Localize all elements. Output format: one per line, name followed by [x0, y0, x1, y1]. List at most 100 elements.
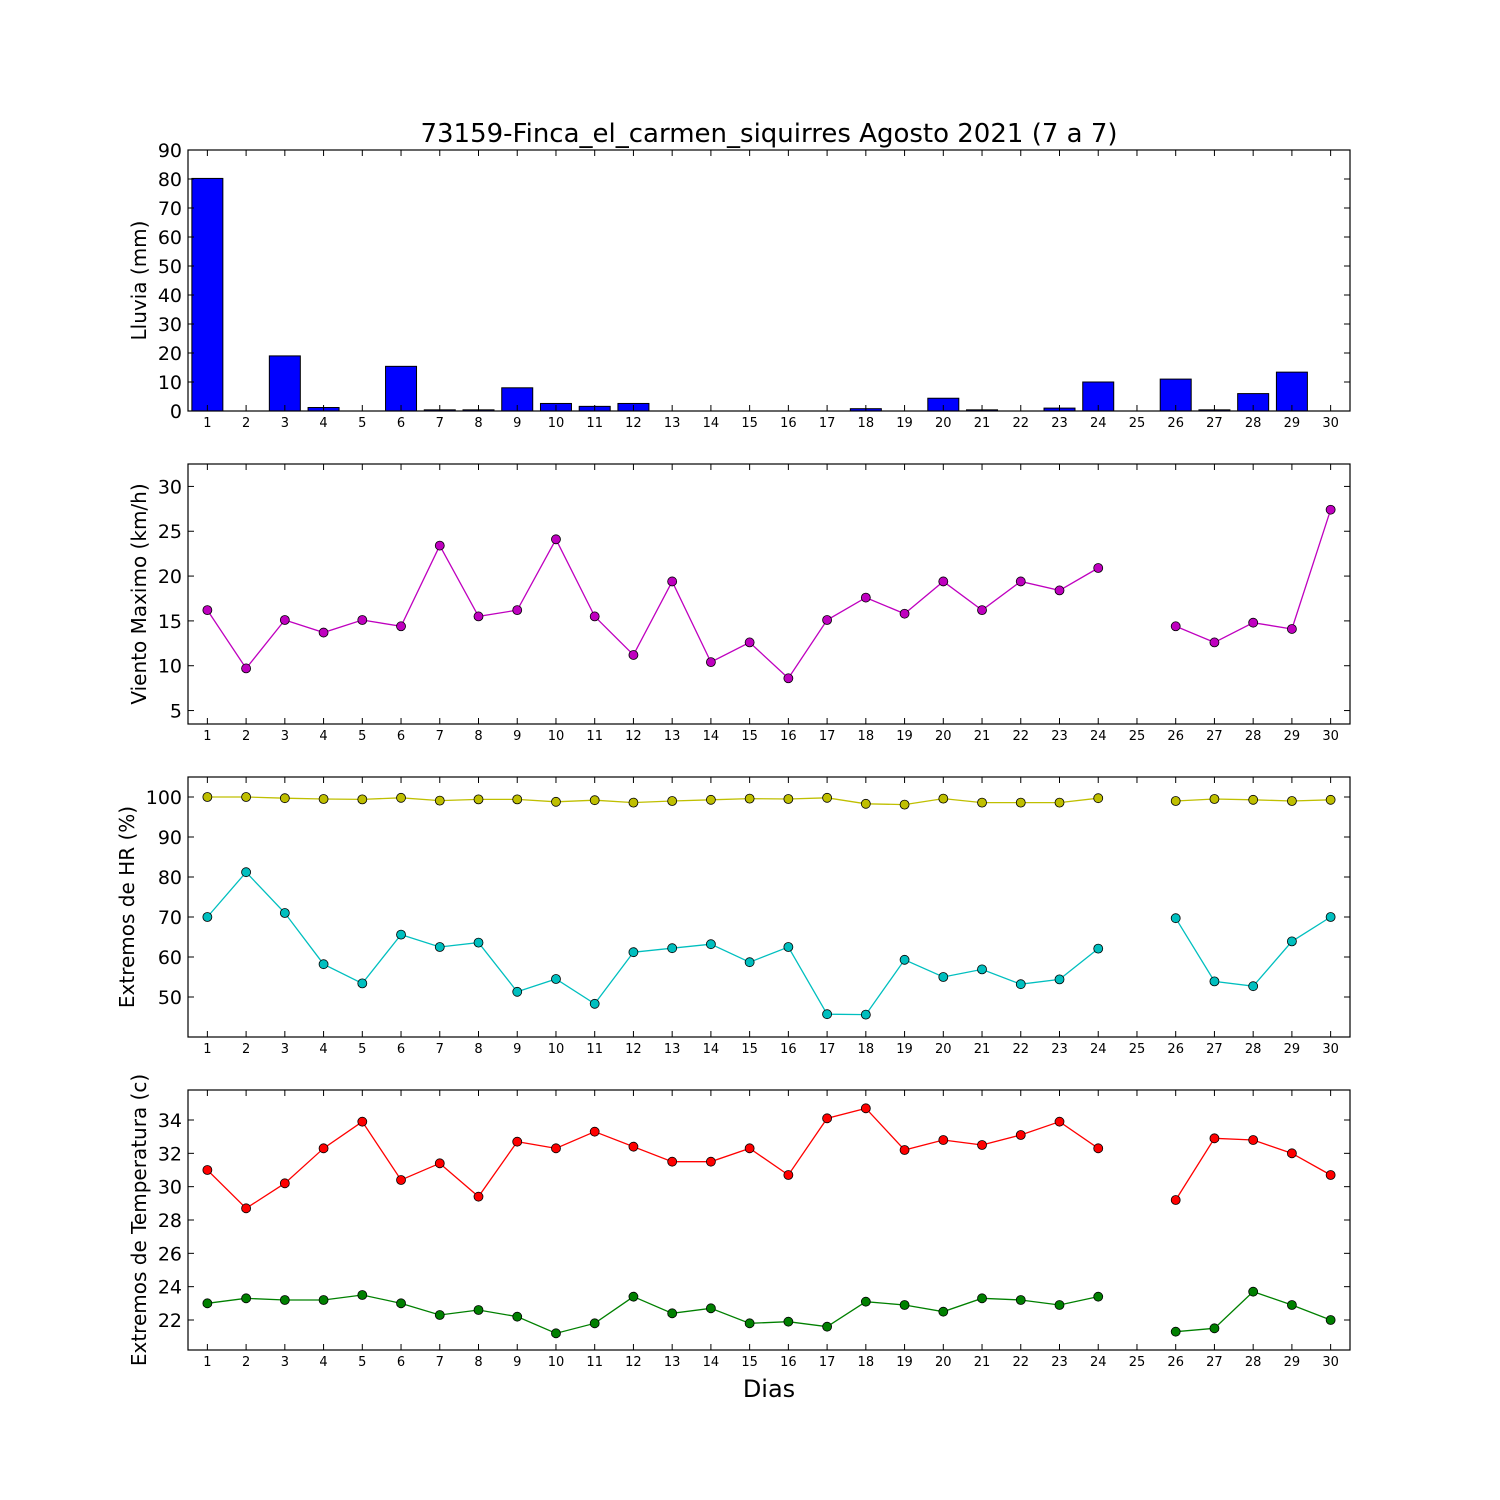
series-point [279, 1178, 290, 1189]
series-point [318, 627, 329, 638]
x-tick-label: 5 [358, 1355, 366, 1370]
series-point [357, 1116, 368, 1127]
series-point [783, 673, 794, 684]
y-tick-label: 5 [170, 701, 182, 723]
series-point [1287, 1300, 1297, 1310]
x-tick-label: 24 [1090, 729, 1107, 744]
y-tick-label: 20 [158, 566, 182, 588]
x-tick-label: 26 [1167, 1355, 1184, 1370]
x-tick-label: 23 [1051, 1355, 1068, 1370]
x-tick-label: 27 [1206, 1355, 1223, 1370]
series-point [357, 794, 368, 805]
series-point [202, 605, 213, 616]
x-tick-label: 2 [242, 1355, 250, 1370]
x-tick-label: 26 [1167, 1042, 1184, 1057]
series-point [977, 1293, 987, 1304]
x-tick-label: 25 [1129, 1042, 1146, 1057]
y-axis-label: Extremos de HR (%) [115, 806, 139, 1008]
x-tick-label: 25 [1129, 729, 1146, 744]
axes-frame [187, 149, 1351, 412]
x-tick-label: 19 [896, 416, 913, 431]
series-point [822, 1113, 832, 1124]
series-point [744, 1318, 755, 1329]
x-tick-label: 9 [513, 1355, 521, 1370]
series-point [512, 794, 523, 805]
series-point [1248, 617, 1259, 628]
series-point [1209, 976, 1220, 987]
x-tick-label: 19 [896, 729, 913, 744]
x-tick-label: 20 [935, 729, 952, 744]
series-point [1287, 1148, 1297, 1159]
x-tick-label: 2 [242, 729, 250, 744]
x-tick-label: 14 [703, 1042, 720, 1057]
series-point [667, 576, 678, 587]
series-point [744, 637, 755, 648]
series-point [241, 792, 252, 802]
x-tick-label: 2 [242, 1042, 250, 1057]
y-tick-label: 90 [158, 827, 182, 849]
series-point [473, 1191, 484, 1202]
y-tick-label: 80 [158, 169, 182, 191]
x-tick-label: 12 [625, 729, 642, 744]
y-tick-label: 20 [158, 343, 182, 365]
rain-bar [1275, 371, 1308, 412]
x-tick-label: 29 [1284, 729, 1301, 744]
x-tick-label: 21 [974, 1042, 991, 1057]
series-point [938, 1135, 949, 1145]
x-tick-label: 14 [703, 416, 720, 431]
series-point [899, 1300, 910, 1310]
series-point [1054, 585, 1065, 596]
series-line [206, 1107, 1099, 1210]
series-line [206, 537, 1099, 680]
x-tick-label: 6 [397, 1042, 405, 1057]
x-tick-label: 26 [1167, 729, 1184, 744]
x-tick-label: 13 [664, 729, 681, 744]
x-tick-label: 19 [896, 1355, 913, 1370]
series-line [206, 871, 1099, 1016]
x-tick-label: 19 [896, 1042, 913, 1057]
series-point [822, 615, 832, 625]
series-point [1287, 624, 1297, 634]
x-tick-label: 18 [858, 416, 875, 431]
y-tick-label: 50 [158, 987, 182, 1009]
x-tick-label: 21 [974, 416, 991, 431]
x-tick-label: 18 [858, 1355, 875, 1370]
series-point [551, 1328, 561, 1339]
x-tick-label: 15 [741, 1042, 758, 1057]
series-point [1054, 974, 1065, 985]
series-point [628, 1141, 639, 1152]
series-point [396, 1175, 406, 1185]
series-point [783, 1170, 794, 1180]
series-point [938, 972, 949, 982]
x-tick-label: 12 [625, 1355, 642, 1370]
series-point [512, 605, 523, 616]
x-tick-label: 9 [513, 729, 521, 744]
series-point [202, 1165, 213, 1175]
x-tick-label: 17 [819, 729, 836, 744]
series-point [1015, 576, 1026, 587]
series-point [589, 795, 600, 806]
series-point [667, 1308, 678, 1319]
x-tick-label: 12 [625, 416, 642, 431]
x-tick-label: 23 [1051, 729, 1068, 744]
x-axis-label: Dias [743, 1375, 795, 1403]
x-tick-label: 22 [1012, 1355, 1029, 1370]
series-point [1170, 621, 1181, 632]
y-tick-label: 30 [158, 314, 182, 336]
x-tick-label: 8 [474, 729, 482, 744]
x-tick-label: 29 [1284, 1355, 1301, 1370]
x-tick-label: 10 [548, 1042, 565, 1057]
series-point [551, 534, 561, 545]
series-point [396, 792, 406, 803]
x-tick-label: 13 [664, 1355, 681, 1370]
x-tick-label: 1 [203, 1042, 211, 1057]
x-tick-label: 20 [935, 1355, 952, 1370]
y-tick-label: 30 [158, 476, 182, 498]
x-tick-label: 28 [1245, 729, 1262, 744]
series-point [706, 794, 716, 805]
x-tick-label: 17 [819, 1355, 836, 1370]
series-point [1287, 796, 1297, 806]
